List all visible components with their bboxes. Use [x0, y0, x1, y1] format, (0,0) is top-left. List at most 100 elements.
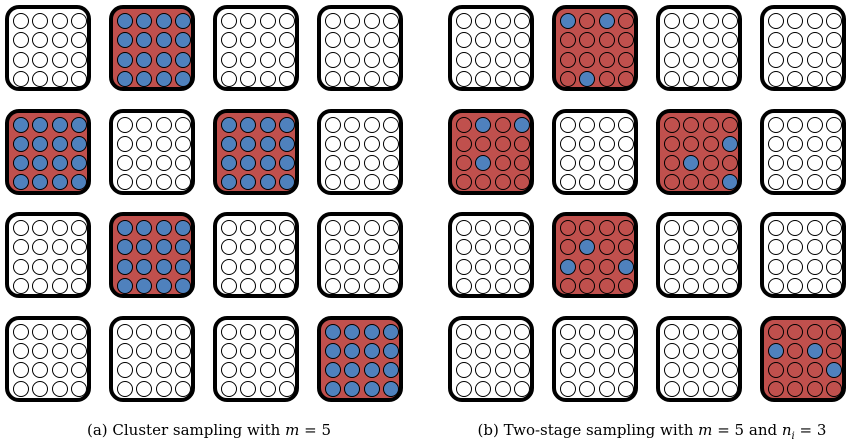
unit — [363, 239, 380, 256]
sampled-unit — [768, 342, 784, 359]
unit — [825, 13, 842, 29]
unit — [560, 342, 576, 359]
sampled-unit — [363, 323, 380, 340]
unit — [598, 381, 615, 398]
sampled-unit — [13, 116, 29, 133]
unit — [806, 70, 823, 87]
unit — [560, 70, 576, 87]
unit — [475, 277, 492, 294]
unit — [117, 155, 133, 172]
unit — [456, 116, 472, 133]
unit — [598, 51, 615, 68]
unit — [494, 174, 511, 191]
unit — [278, 51, 295, 68]
unit — [70, 362, 87, 379]
unit — [13, 258, 29, 275]
unit — [664, 258, 680, 275]
caption-text: Two-stage sampling with — [503, 421, 694, 439]
unit — [240, 381, 257, 398]
caption-equals: = — [304, 421, 317, 439]
unit — [494, 70, 511, 87]
sampled-unit — [174, 258, 191, 275]
unit — [513, 220, 530, 236]
unit — [382, 51, 399, 68]
unit — [560, 220, 576, 236]
sampled-unit — [117, 70, 133, 87]
unit — [278, 13, 295, 29]
sampled-unit — [174, 70, 191, 87]
unit — [344, 70, 361, 87]
unit — [768, 381, 784, 398]
unit — [240, 220, 257, 236]
unit — [456, 239, 472, 256]
unit — [259, 277, 276, 294]
unit — [32, 362, 49, 379]
cluster — [552, 108, 638, 195]
unit — [136, 342, 153, 359]
unit — [363, 51, 380, 68]
sampled-unit — [363, 362, 380, 379]
unit — [825, 70, 842, 87]
sampled-unit — [278, 174, 295, 191]
sampled-unit — [363, 342, 380, 359]
unit — [513, 258, 530, 275]
unit — [174, 342, 191, 359]
unit — [259, 323, 276, 340]
unit — [598, 70, 615, 87]
unit — [617, 381, 634, 398]
caption: (a) Cluster sampling with m = 5 — [5, 421, 413, 439]
unit — [325, 155, 341, 172]
unit — [768, 135, 784, 152]
unit — [32, 32, 49, 49]
unit — [382, 13, 399, 29]
unit — [664, 116, 680, 133]
unit — [702, 135, 719, 152]
unit — [617, 220, 634, 236]
unit — [51, 13, 68, 29]
unit — [494, 51, 511, 68]
sampled-unit — [278, 116, 295, 133]
unit — [579, 362, 596, 379]
unit — [13, 51, 29, 68]
unit — [325, 220, 341, 236]
unit — [51, 381, 68, 398]
unit — [702, 155, 719, 172]
selected-cluster — [5, 108, 91, 195]
unit — [344, 155, 361, 172]
sampled-unit — [825, 362, 842, 379]
sampled-unit — [174, 277, 191, 294]
unit — [456, 174, 472, 191]
unit — [117, 323, 133, 340]
caption-m-symbol: m — [285, 421, 300, 439]
sampled-unit — [174, 13, 191, 29]
unit — [721, 51, 738, 68]
unit — [278, 32, 295, 49]
unit — [494, 13, 511, 29]
unit — [221, 220, 237, 236]
unit — [278, 258, 295, 275]
unit — [240, 362, 257, 379]
unit — [32, 70, 49, 87]
sampled-unit — [155, 258, 172, 275]
unit — [221, 258, 237, 275]
unit — [683, 135, 700, 152]
sampled-unit — [136, 51, 153, 68]
sampled-unit — [136, 220, 153, 236]
sampled-unit — [70, 155, 87, 172]
unit — [806, 362, 823, 379]
unit — [787, 135, 804, 152]
unit — [155, 323, 172, 340]
unit — [721, 362, 738, 379]
unit — [787, 220, 804, 236]
unit — [240, 70, 257, 87]
cluster — [109, 315, 195, 402]
sampled-unit — [117, 32, 133, 49]
unit — [721, 155, 738, 172]
unit — [806, 32, 823, 49]
unit — [702, 381, 719, 398]
unit — [768, 32, 784, 49]
unit — [721, 381, 738, 398]
unit — [617, 13, 634, 29]
unit — [240, 51, 257, 68]
unit — [363, 277, 380, 294]
